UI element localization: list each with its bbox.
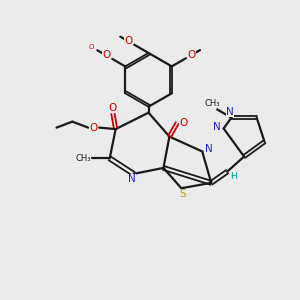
Text: S: S [179, 189, 186, 199]
Text: H: H [230, 172, 236, 181]
Text: N: N [226, 107, 234, 117]
Text: O: O [108, 103, 116, 113]
Text: O: O [102, 50, 110, 61]
Text: O: O [179, 118, 187, 128]
Text: N: N [213, 122, 221, 132]
Text: CH₃: CH₃ [205, 99, 220, 108]
Text: N: N [128, 174, 136, 184]
Text: N: N [205, 144, 213, 154]
Text: O: O [124, 37, 133, 46]
Text: O: O [89, 123, 98, 133]
Text: CH₃: CH₃ [75, 154, 91, 163]
Text: O: O [188, 50, 196, 60]
Text: O: O [88, 44, 94, 50]
